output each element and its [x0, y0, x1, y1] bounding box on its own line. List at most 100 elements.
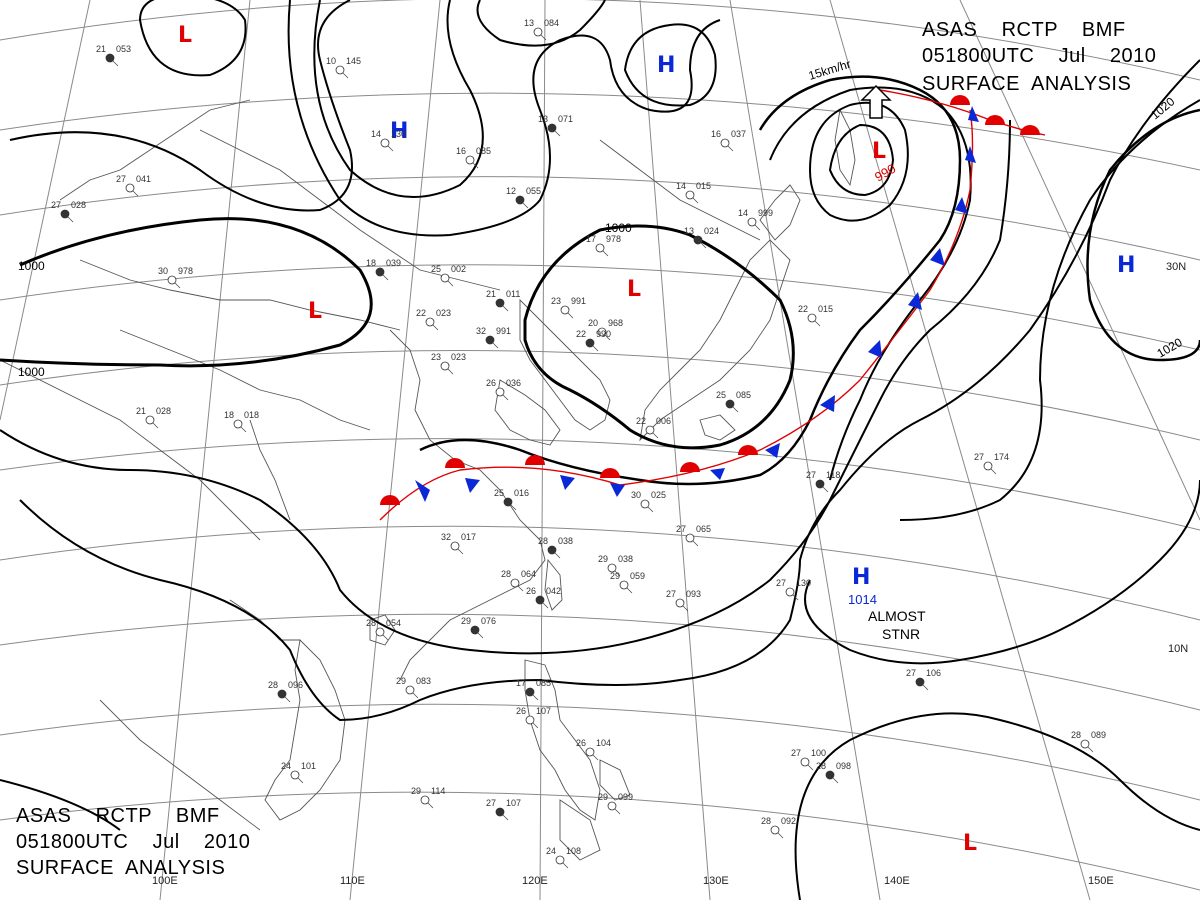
station-circle-icon — [607, 563, 617, 573]
station-temp: 32 — [476, 326, 486, 336]
station-circle-icon — [515, 195, 525, 205]
station-pressure: 968 — [608, 318, 623, 328]
station-pressure: 053 — [116, 44, 131, 54]
station-circle-icon — [105, 53, 115, 63]
station-plot: 27 130 — [776, 578, 811, 601]
station-pressure: 006 — [656, 416, 671, 426]
pressure-centers: L H H L L L 990 H H 1014 L — [178, 23, 1135, 856]
station-circle-icon — [125, 183, 135, 193]
station-temp: 27 — [51, 200, 61, 210]
station-circle-icon — [607, 801, 617, 811]
isobar-closed — [623, 23, 717, 107]
station-plot: 13 084 — [524, 18, 559, 41]
station-pressure: 059 — [630, 571, 645, 581]
station-circle-icon — [595, 243, 605, 253]
station-circle-icon — [405, 685, 415, 695]
station-plot: 27 174 — [974, 452, 1009, 475]
station-temp: 26 — [576, 738, 586, 748]
station-temp: 25 — [431, 264, 441, 274]
station-temp: 21 — [486, 289, 496, 299]
station-plot: 23 991 — [551, 296, 586, 319]
station-temp: 24 — [546, 846, 556, 856]
station-plot: 26 107 — [516, 706, 551, 729]
station-circle-icon — [915, 677, 925, 687]
station-temp: 29 — [396, 676, 406, 686]
high-center: H — [852, 565, 870, 590]
longitude-labels: 100E 110E 120E 130E 140E 150E — [152, 875, 1114, 887]
station-temp: 28 — [1071, 730, 1081, 740]
isobar — [808, 101, 909, 222]
station-plot: 29 083 — [396, 676, 431, 699]
lon-label: 120E — [522, 875, 548, 887]
station-temp: 28 — [816, 761, 826, 771]
station-plot: 27 118 — [806, 470, 840, 493]
station-temp: 27 — [486, 798, 496, 808]
title-line3: SURFACE ANALYSIS — [922, 73, 1131, 95]
station-temp: 26 — [526, 586, 536, 596]
cold-front-markers — [415, 106, 979, 502]
station-temp: 23 — [551, 296, 561, 306]
station-pressure: 991 — [496, 326, 511, 336]
station-pressure: 106 — [926, 668, 941, 678]
station-circle-icon — [597, 327, 607, 337]
station-temp: 20 — [588, 318, 598, 328]
station-circle-icon — [815, 479, 825, 489]
station-temp: 17 — [516, 678, 526, 688]
station-pressure: 999 — [758, 208, 773, 218]
station-pressure: 002 — [451, 264, 466, 274]
isobar — [419, 75, 962, 486]
station-pressure: 130 — [391, 129, 406, 139]
station-pressure: 064 — [521, 569, 536, 579]
station-pressure: 015 — [818, 304, 833, 314]
station-circle-icon — [425, 317, 435, 327]
station-circle-icon — [495, 298, 505, 308]
station-pressure: 015 — [696, 181, 711, 191]
station-pressure: 028 — [71, 200, 86, 210]
low-center: L — [963, 831, 977, 856]
title-line3: SURFACE ANALYSIS — [16, 857, 225, 879]
station-plot: 21 028 — [136, 406, 171, 429]
station-pressure: 093 — [686, 589, 701, 599]
station-circle-icon — [619, 580, 629, 590]
station-plot: 22 015 — [798, 304, 833, 327]
stationary-note-line1: ALMOST — [868, 608, 926, 624]
stationary-note-line2: STNR — [882, 626, 920, 642]
lon-label: 110E — [340, 875, 365, 887]
title-line2: 051800UTC Jul 2010 — [922, 45, 1156, 67]
station-plot: 14 130 — [371, 129, 406, 152]
station-plot: 12 055 — [506, 186, 541, 209]
station-plot: 27 065 — [676, 524, 711, 547]
isobar — [804, 479, 1200, 665]
station-temp: 25 — [494, 488, 504, 498]
station-plot: 29 099 — [598, 792, 633, 815]
station-pressure: 071 — [558, 114, 573, 124]
station-pressure: 042 — [546, 586, 561, 596]
station-plot: 26 104 — [576, 738, 611, 761]
station-plot: 25 002 — [431, 264, 466, 287]
station-plot: 26 036 — [486, 378, 521, 401]
station-circle-icon — [640, 499, 650, 509]
high-center: H — [1117, 253, 1135, 278]
station-plot: 28 038 — [538, 536, 573, 559]
title-bottom-left: ASAS RCTP BMF 051800UTC Jul 2010 SURFACE… — [16, 805, 250, 879]
station-temp: 13 — [684, 226, 694, 236]
station-pressure: 990 — [596, 329, 611, 339]
station-plot: 24 101 — [281, 761, 316, 784]
station-pressure: 065 — [696, 524, 711, 534]
lon-label: 100E — [152, 875, 178, 887]
station-circle-icon — [725, 399, 735, 409]
station-pressure: 174 — [994, 452, 1009, 462]
station-temp: 16 — [456, 146, 466, 156]
station-temp: 27 — [791, 748, 801, 758]
station-temp: 21 — [136, 406, 146, 416]
station-temp: 27 — [776, 578, 786, 588]
station-plot: 13 024 — [684, 226, 719, 249]
station-temp: 18 — [224, 410, 234, 420]
station-circle-icon — [495, 807, 505, 817]
station-pressure: 023 — [451, 352, 466, 362]
station-circle-icon — [145, 415, 155, 425]
